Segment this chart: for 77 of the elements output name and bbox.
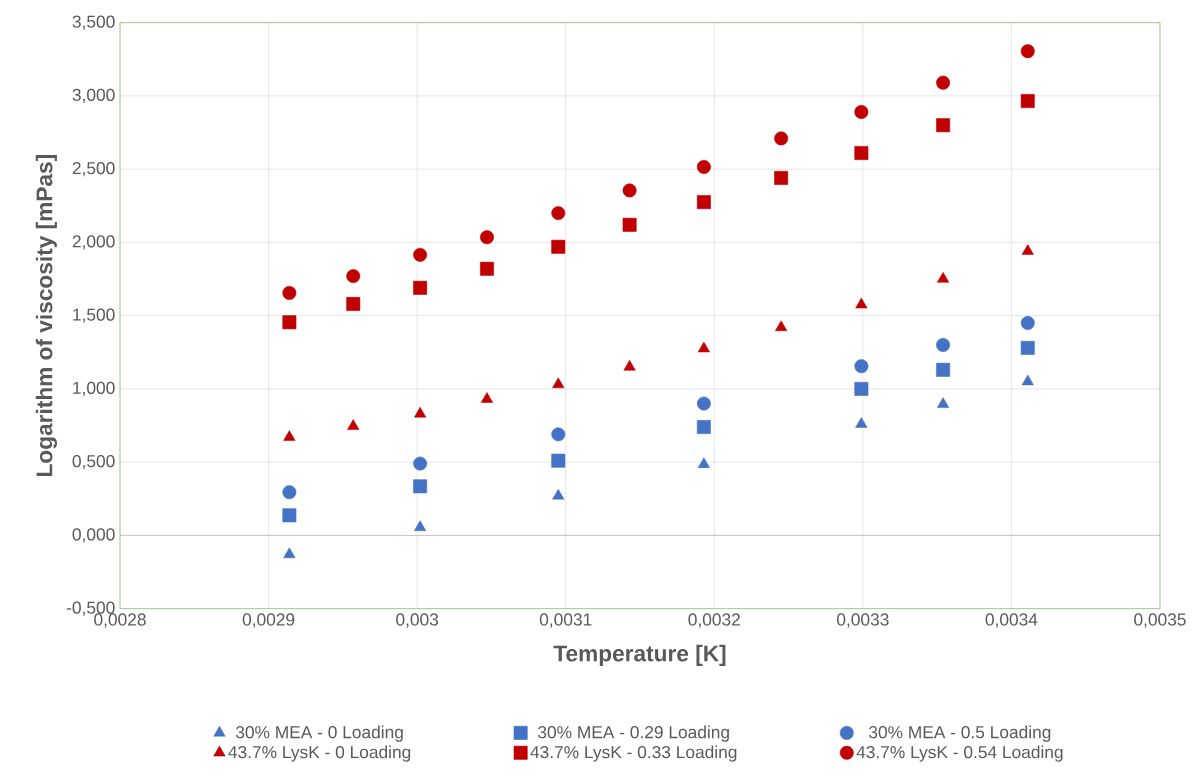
legend-label: 30% MEA - 0.29 Loading	[538, 725, 729, 742]
point	[282, 485, 297, 500]
point	[1021, 374, 1034, 386]
y-tick-label: 2,000	[72, 235, 115, 250]
point	[936, 75, 951, 90]
point	[854, 146, 869, 160]
point	[696, 160, 711, 174]
point	[552, 377, 565, 389]
x-axis-title: Temperature [K]	[553, 644, 726, 666]
point	[696, 396, 711, 411]
y-tick-label: 3,000	[72, 88, 115, 104]
point	[551, 206, 566, 221]
x-tick-label: 0,0031	[539, 613, 592, 628]
y-tick-label: 0,000	[72, 528, 115, 543]
legend-label: 43.7% LysK - 0.33 Loading	[530, 745, 737, 762]
point	[346, 269, 361, 284]
point	[855, 417, 868, 428]
point	[480, 261, 494, 276]
point	[622, 217, 637, 232]
point	[697, 457, 710, 468]
point	[936, 338, 951, 352]
point	[936, 118, 951, 133]
point	[937, 272, 950, 283]
point	[480, 230, 494, 245]
point	[623, 360, 636, 371]
y-tick-label: 1,000	[73, 381, 115, 397]
point	[480, 392, 494, 403]
point	[936, 362, 951, 377]
point	[551, 453, 566, 468]
y-tick-label: 1,500	[73, 308, 115, 323]
point	[1020, 316, 1035, 330]
y-axis-title: Logarithm of viscosity [mPas]	[35, 155, 57, 476]
point	[282, 315, 297, 330]
point	[775, 320, 788, 331]
legend-label: 30% MEA - 0.5 Loading	[869, 725, 1051, 742]
legend-label: 43.7% LysK - 0.54 Loading	[856, 745, 1063, 762]
legend-label: 30% MEA - 0 Loading	[235, 725, 403, 742]
x-tick-label: 0,0035	[1134, 613, 1186, 628]
legend-label: 43.7% LysK - 0 Loading	[228, 745, 411, 762]
point	[551, 427, 566, 442]
point	[413, 479, 428, 494]
x-tick-label: 0,0032	[688, 613, 740, 628]
point	[1020, 44, 1035, 59]
point	[774, 171, 789, 185]
point	[696, 195, 711, 210]
x-tick-label: 0,003	[396, 613, 439, 628]
point	[282, 508, 297, 523]
point	[854, 381, 869, 396]
point	[552, 488, 565, 500]
point	[855, 297, 868, 309]
point	[937, 397, 950, 408]
point	[697, 341, 710, 353]
x-tick-label: 0,0034	[985, 613, 1038, 628]
point	[414, 406, 427, 418]
point	[854, 105, 869, 119]
point	[551, 239, 566, 254]
x-tick-label: 0,0033	[837, 613, 889, 628]
point	[413, 280, 428, 295]
point	[696, 420, 711, 434]
point	[1021, 244, 1034, 255]
point	[413, 456, 428, 471]
y-tick-label: 2,500	[72, 162, 115, 177]
point	[347, 419, 360, 430]
point	[346, 297, 361, 311]
x-tick-label: 0,0029	[242, 613, 295, 628]
y-tick-label: 3,500	[72, 15, 115, 30]
point	[622, 183, 637, 198]
point	[283, 547, 296, 559]
point	[414, 520, 427, 531]
point	[774, 131, 789, 146]
point	[1020, 340, 1035, 355]
point	[1020, 94, 1035, 108]
point	[854, 359, 869, 374]
point	[413, 247, 428, 262]
point	[283, 430, 296, 441]
point	[282, 286, 297, 300]
y-tick-label: 0,500	[72, 454, 115, 470]
